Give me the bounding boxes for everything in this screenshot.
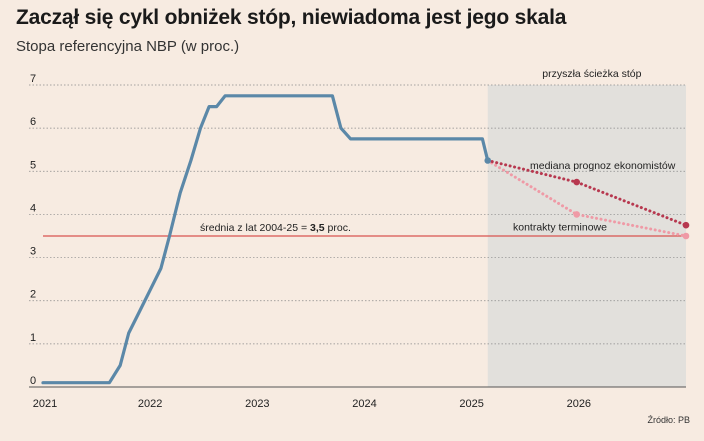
source-note: Źródło: PB bbox=[647, 415, 690, 425]
x-tick-label: 2026 bbox=[567, 398, 591, 410]
latest-rate-point bbox=[484, 157, 492, 164]
chart-subtitle: Stopa referencyjna NBP (w proc.) bbox=[16, 38, 240, 55]
x-tick-label: 2022 bbox=[138, 398, 162, 410]
forecast-point bbox=[682, 221, 690, 229]
median-series-label: mediana prognoz ekonomistów bbox=[530, 160, 676, 172]
y-tick-label: 6 bbox=[30, 116, 36, 128]
y-tick-label: 7 bbox=[30, 73, 36, 85]
chart-title: Zaczął się cykl obniżek stóp, niewiadoma… bbox=[16, 6, 567, 29]
forwards-series-label: kontrakty terminowe bbox=[513, 221, 607, 233]
y-tick-label: 0 bbox=[30, 375, 36, 387]
y-tick-label: 5 bbox=[30, 159, 36, 171]
x-tick-label: 2023 bbox=[245, 398, 269, 410]
historical-rate-line bbox=[41, 94, 490, 385]
y-tick-label: 2 bbox=[30, 289, 36, 301]
y-tick-label: 4 bbox=[30, 202, 36, 214]
forecast-point bbox=[573, 178, 580, 186]
x-tick-label: 2025 bbox=[459, 398, 483, 410]
forward-contracts-line bbox=[486, 159, 688, 238]
forecast-point bbox=[573, 211, 580, 218]
forecast-region-label: przyszła ścieżka stóp bbox=[542, 68, 641, 80]
forecast-point bbox=[682, 232, 690, 240]
average-label: średnia z lat 2004-25 = 3,5 proc. bbox=[200, 222, 351, 234]
y-tick-label: 1 bbox=[30, 332, 36, 344]
x-tick-label: 2021 bbox=[33, 398, 57, 410]
y-tick-label: 3 bbox=[30, 246, 36, 258]
x-tick-label: 2024 bbox=[352, 398, 376, 410]
